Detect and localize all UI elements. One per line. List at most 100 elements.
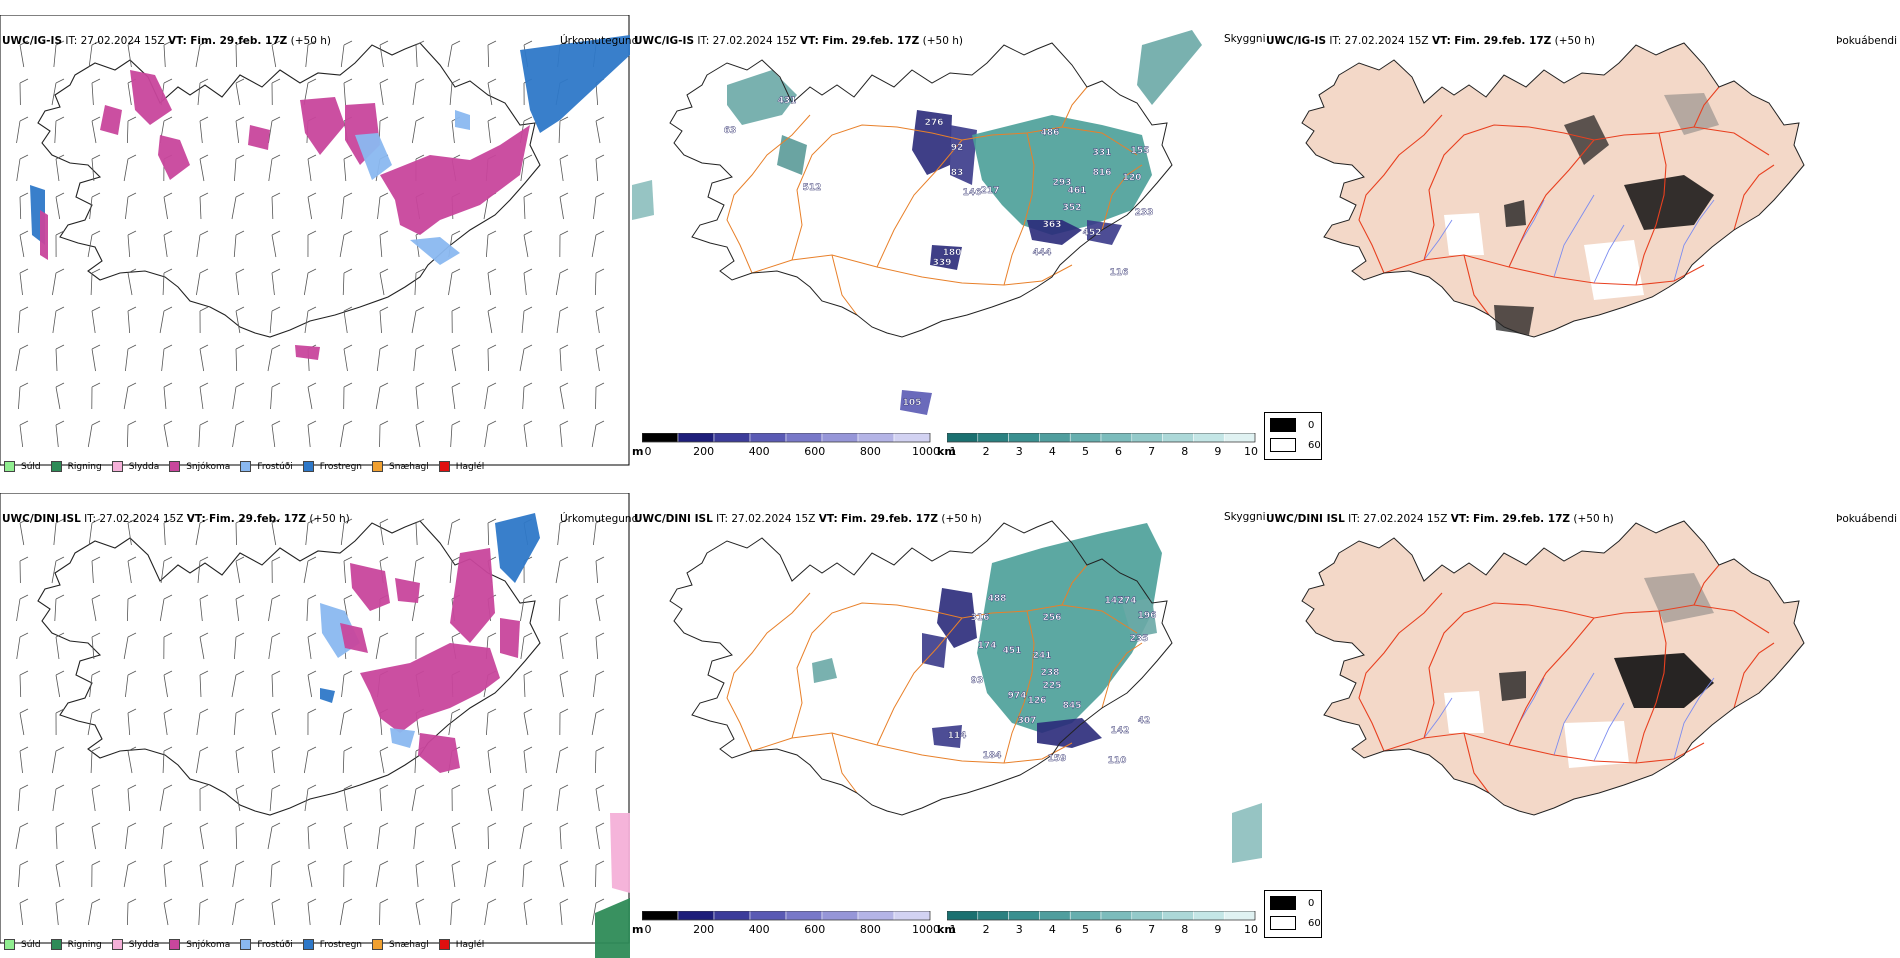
cloud-base-label: 159 bbox=[1048, 754, 1067, 764]
legend-item: Haglél bbox=[438, 939, 484, 950]
legend-swatch bbox=[372, 939, 384, 950]
cloud-base-label: 512 bbox=[803, 183, 822, 193]
precip-area bbox=[495, 513, 540, 583]
roads bbox=[726, 86, 1143, 316]
cloud-base-label: 241 bbox=[1033, 651, 1052, 661]
fog-legend-label: 60 bbox=[1308, 917, 1321, 929]
cloud-colorbar: m 0 200 400 600 800 1000 bbox=[632, 911, 940, 939]
visibility-area bbox=[1232, 803, 1262, 863]
colorbar-tick: 200 bbox=[693, 923, 715, 936]
legend-swatch bbox=[111, 939, 123, 950]
panel-title: Þokuábendi bbox=[1836, 35, 1897, 47]
legend-swatch bbox=[438, 461, 450, 472]
colorbar-strip bbox=[947, 433, 1256, 443]
cloud-base-label: 486 bbox=[1041, 128, 1060, 138]
colorbar-tick: 7 bbox=[1148, 445, 1156, 458]
iceland-outline bbox=[669, 42, 1173, 338]
colorbar-tick: 10 bbox=[1244, 923, 1258, 936]
fog-area bbox=[1499, 671, 1526, 701]
fog-area bbox=[1504, 200, 1526, 227]
legend-label: Rigning bbox=[67, 461, 102, 472]
cloud-base-label: 83 bbox=[951, 168, 964, 178]
legend-swatch bbox=[169, 939, 181, 950]
land-fill bbox=[1302, 43, 1804, 337]
legend-label: Snjókoma bbox=[186, 939, 231, 950]
fog-areas bbox=[1444, 573, 1714, 768]
legend-swatch bbox=[50, 939, 62, 950]
colorbar-strip bbox=[642, 433, 931, 443]
visibility-area bbox=[977, 523, 1162, 733]
land-area bbox=[1302, 43, 1804, 337]
cloud-base-label: 352 bbox=[1063, 203, 1082, 213]
colorbar-tick: 1000 bbox=[912, 445, 940, 458]
colorbar-tick: 600 bbox=[804, 445, 826, 458]
cloud-base-label: 331 bbox=[1093, 148, 1112, 158]
cloud-base-label: 293 bbox=[1053, 178, 1072, 188]
legend-label: Frostúði bbox=[257, 939, 293, 950]
precip-legend: Súld Rigning Slydda Snjókoma Frostúði Frostre… bbox=[4, 461, 484, 472]
panel-title: Úrkomutegund bbox=[560, 35, 639, 47]
cloud-colorbar: m 0 200 400 600 800 1000 bbox=[632, 433, 940, 461]
legend-item: Rigning bbox=[50, 939, 102, 950]
fog-legend-label: 0 bbox=[1308, 897, 1315, 909]
legend-swatch bbox=[111, 461, 123, 472]
roads bbox=[1358, 86, 1775, 316]
visibility-area bbox=[900, 390, 932, 415]
precip-area bbox=[340, 623, 368, 653]
fog-area bbox=[1614, 653, 1714, 708]
cloud-base-label: 42 bbox=[1138, 716, 1151, 726]
visibility-area bbox=[1122, 598, 1157, 638]
visibility-area bbox=[1137, 30, 1202, 105]
visibility-panel-row1: 431 63 512 276 92 83 146 217 486 331 816 155 120 293 4… bbox=[632, 15, 1266, 480]
legend-item: Frostregn bbox=[302, 461, 362, 472]
iceland-outline bbox=[37, 42, 541, 338]
legend-item: Rigning bbox=[50, 461, 102, 472]
precip-area bbox=[100, 105, 122, 135]
colorbar-tick: 10 bbox=[1244, 445, 1258, 458]
legend-swatch bbox=[302, 461, 314, 472]
fog-legend-item: 60 bbox=[1270, 916, 1321, 930]
legend-item: Haglél bbox=[438, 461, 484, 472]
legend-swatch bbox=[240, 939, 252, 950]
colorbar-unit: km bbox=[937, 445, 956, 458]
precip-map bbox=[0, 15, 630, 466]
fog-area bbox=[1624, 175, 1714, 230]
visibility-area bbox=[912, 110, 952, 175]
cloud-base-label: 845 bbox=[1063, 701, 1082, 711]
precip-area bbox=[450, 548, 495, 643]
fog-panel-row1: UWC/IG-IS IT: 27.02.2024 15Z VT: Fim. 29… bbox=[1264, 15, 1897, 480]
cloud-base-label: 276 bbox=[925, 118, 944, 128]
cloud-base-label: 233 bbox=[1135, 208, 1154, 218]
legend-item: Súld bbox=[4, 461, 41, 472]
cloud-base-label: 256 bbox=[1043, 613, 1062, 623]
fog-legend-row1: 0 60 bbox=[1264, 412, 1322, 460]
colorbar-tick: 7 bbox=[1148, 923, 1156, 936]
colorbar-tick: 2 bbox=[982, 923, 990, 936]
colorbar-tick: 5 bbox=[1081, 923, 1089, 936]
legend-swatch bbox=[372, 461, 384, 472]
run-header: UWC/DINI ISL IT: 27.02.2024 15Z VT: Fim.… bbox=[1266, 513, 1614, 525]
precip-area bbox=[40, 210, 48, 260]
precip-area bbox=[248, 125, 270, 150]
fog-legend-swatch bbox=[1270, 916, 1296, 930]
legend-item: Frostúði bbox=[240, 939, 293, 950]
precip-area bbox=[410, 237, 460, 265]
cloud-base-label: 235 bbox=[1130, 634, 1149, 644]
colorbar-unit: m bbox=[632, 445, 644, 458]
land-fill bbox=[1302, 521, 1804, 815]
colorbar-tick: 400 bbox=[748, 923, 770, 936]
fog-legend-swatch bbox=[1270, 418, 1296, 432]
legend-label: Slydda bbox=[128, 939, 160, 950]
precip-panel-row2: UWC/DINI ISL IT: 27.02.2024 15Z VT: Fim.… bbox=[0, 493, 638, 958]
cloud-base-label: 363 bbox=[1043, 220, 1062, 230]
colorbar-tick: 9 bbox=[1214, 923, 1222, 936]
panel-title: Skyggni bbox=[1224, 511, 1266, 523]
legend-item: Snæhagl bbox=[372, 461, 429, 472]
precip-area bbox=[595, 898, 630, 958]
colorbar-unit: km bbox=[937, 923, 956, 936]
legend-item: Snjókoma bbox=[169, 939, 230, 950]
precip-area bbox=[610, 813, 630, 893]
run-header: UWC/DINI ISL IT: 27.02.2024 15Z VT: Fim.… bbox=[634, 513, 982, 525]
cloud-base-label: 120 bbox=[1123, 173, 1142, 183]
